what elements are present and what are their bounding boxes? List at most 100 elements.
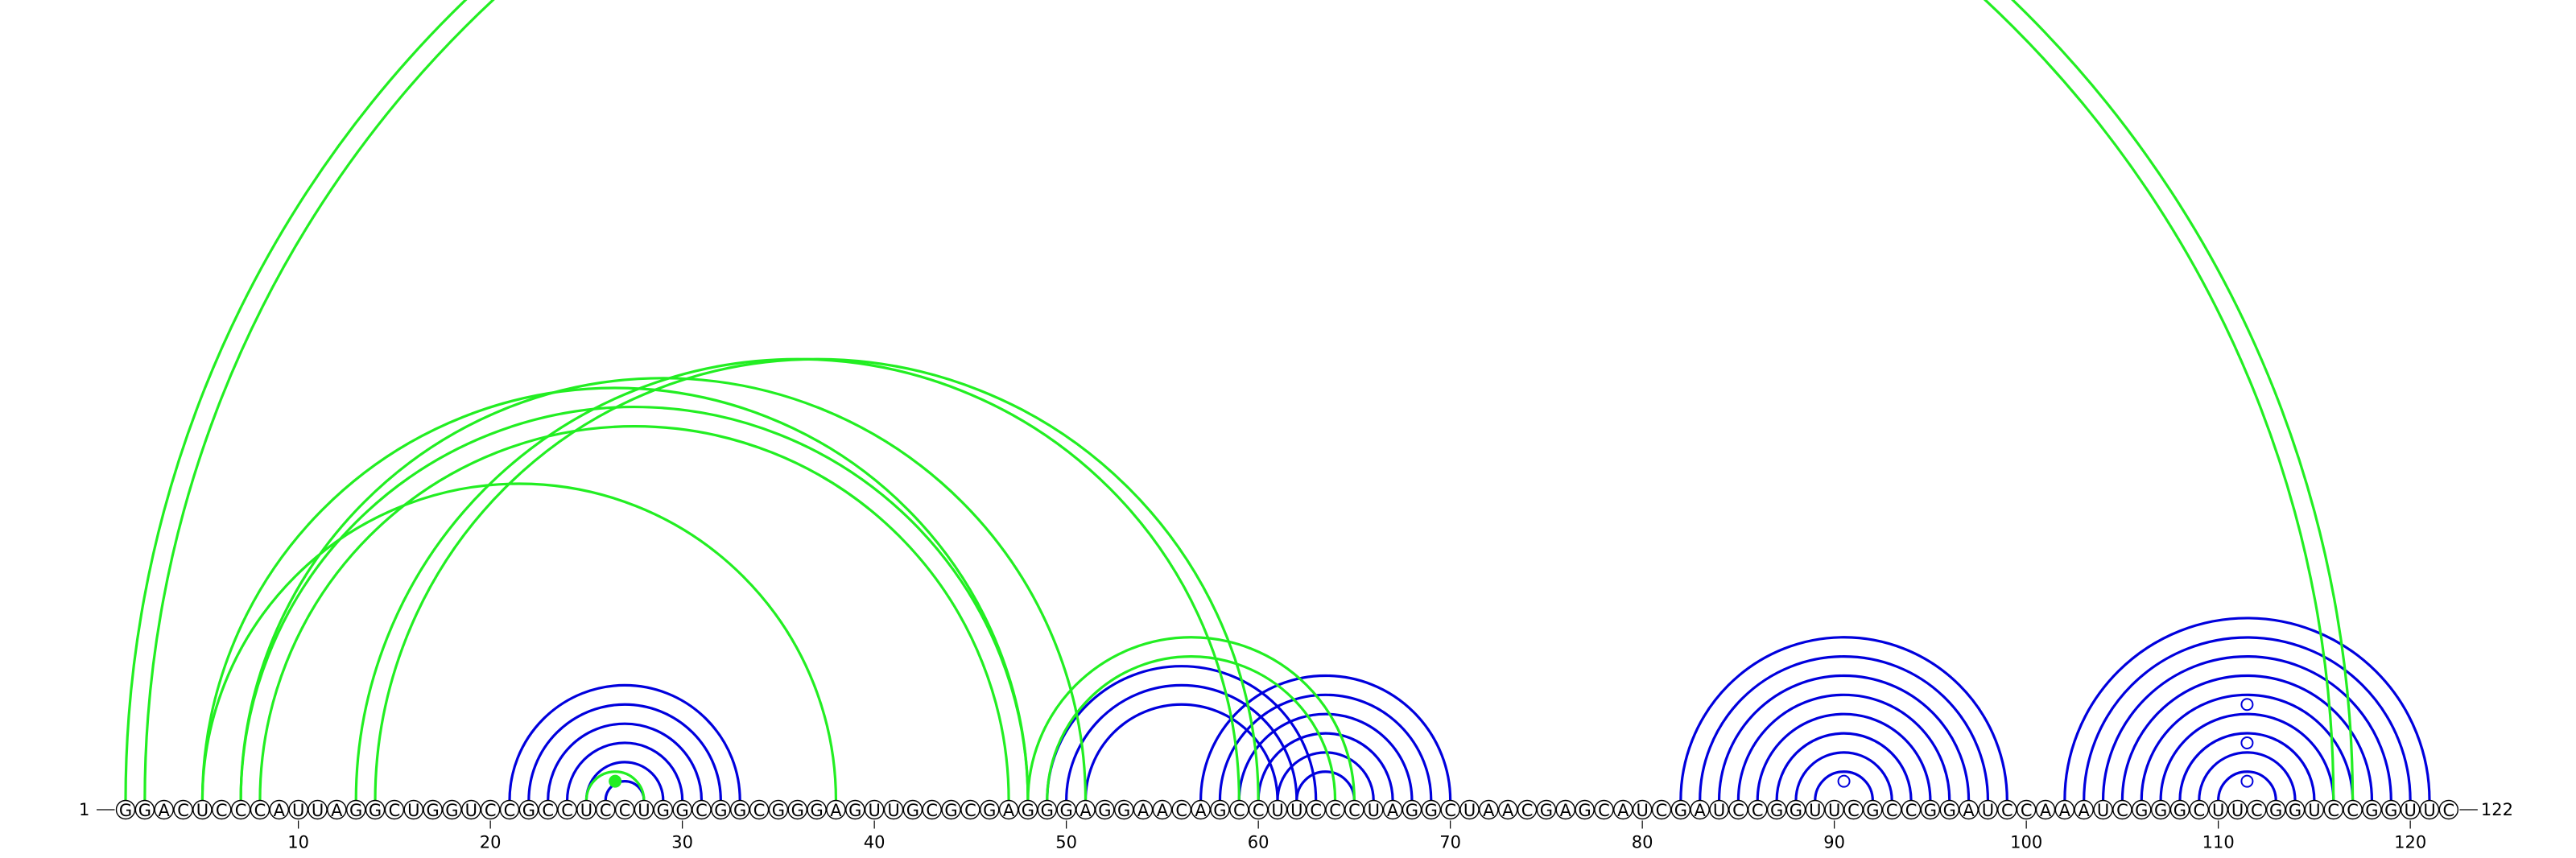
base-pair-arc (2217, 770, 2277, 801)
nucleotide-circle (1748, 799, 1768, 820)
tick-label: 60 (1248, 833, 1269, 852)
nucleotide-letter: G (1425, 801, 1438, 820)
nucleotide-circle (2438, 799, 2459, 820)
nucleotide-letter: U (2423, 801, 2435, 820)
nucleotide: C (230, 799, 251, 820)
nucleotide-letter: C (1886, 801, 1898, 820)
nucleotide: U (1709, 799, 1729, 820)
nucleotide-circle (883, 799, 904, 820)
nucleotide: G (1037, 799, 1058, 820)
nucleotide-circle (2285, 799, 2306, 820)
nucleotide-letter: G (1098, 801, 1111, 820)
nucleotide: C (2323, 799, 2343, 820)
open-marker (2240, 698, 2254, 712)
nucleotide-circle (2132, 799, 2152, 820)
nucleotide: G (653, 799, 673, 820)
nucleotide: A (2035, 799, 2056, 820)
nucleotide-letter: G (1790, 801, 1802, 820)
nucleotide: G (2169, 799, 2190, 820)
nucleotide: G (1113, 799, 1134, 820)
nucleotide-circle (1382, 799, 1403, 820)
nucleotide: G (1766, 799, 1787, 820)
nucleotide: U (403, 799, 423, 820)
nucleotide: C (499, 799, 520, 820)
nucleotide-circle (1248, 799, 1269, 820)
base-pair-arc (508, 683, 741, 801)
nucleotide: G (730, 799, 750, 820)
base-pair-arc (258, 424, 1010, 801)
nucleotide-circle (614, 799, 635, 820)
base-pair-arc (547, 722, 704, 801)
nucleotide-letter: C (1310, 801, 1322, 820)
nucleotide-letter: G (369, 801, 382, 820)
nucleotide-circle (1229, 799, 1249, 820)
start-position-label: 1 (79, 800, 89, 819)
nucleotide: U (864, 799, 885, 820)
arc-group-pseudoknot-7-51 (239, 377, 1088, 801)
nucleotide: A (2054, 799, 2075, 820)
nucleotide: G (980, 799, 1000, 820)
nucleotide-letter: A (1963, 801, 1975, 820)
nucleotide-letter: C (1348, 801, 1360, 820)
nucleotide-circle (384, 799, 405, 820)
nucleotide: A (1959, 799, 1979, 820)
base-pair-arc (1699, 655, 1990, 801)
nucleotide: G (1421, 799, 1442, 820)
base-pair-arc (565, 741, 684, 801)
nucleotide: U (2419, 799, 2440, 820)
nucleotide-letter: C (2116, 801, 2128, 820)
nucleotide-letter: G (1924, 801, 1937, 820)
end-position-label: 122 (2481, 800, 2513, 819)
nucleotide-letter: G (1770, 801, 1783, 820)
tick-label: 120 (2394, 833, 2426, 852)
nucleotide: C (1651, 799, 1672, 820)
nucleotide: G (845, 799, 865, 820)
nucleotide-circle (1651, 799, 1672, 820)
nucleotide-circle (2054, 799, 2075, 820)
nucleotide-letter: C (2251, 801, 2263, 820)
nucleotide: G (2150, 799, 2171, 820)
nucleotide-letter: C (561, 801, 573, 820)
nucleotide: U (2227, 799, 2248, 820)
nucleotide: A (154, 799, 174, 820)
nucleotide: C (691, 799, 712, 820)
base-pair-arc (2178, 732, 2316, 801)
nucleotide-letter: C (1847, 801, 1860, 820)
nucleotide-circle (1920, 799, 1941, 820)
nucleotide: G (365, 799, 386, 820)
nucleotide-letter: G (944, 801, 957, 820)
arc-group-pseudoknot-48-65 (1026, 636, 1356, 801)
tick-label: 70 (1439, 833, 1461, 852)
nucleotide-letter: A (1617, 801, 1629, 820)
nucleotide-letter: G (1060, 801, 1073, 820)
open-marker (1837, 774, 1851, 788)
nucleotide-circle (308, 799, 328, 820)
nucleotide: C (1843, 799, 1864, 820)
nucleotide: U (634, 799, 654, 820)
nucleotide-circle (115, 799, 136, 820)
nucleotide-circle (1171, 799, 1191, 820)
nucleotide-letter: G (2174, 801, 2186, 820)
nucleotide: G (115, 799, 136, 820)
open-marker (2240, 736, 2254, 749)
nucleotide-circle (1594, 799, 1614, 820)
nucleotide-circle (1152, 799, 1173, 820)
nucleotide-letter: C (1598, 801, 1610, 820)
nucleotide-circle (1785, 799, 1806, 820)
nucleotide-letter: U (1463, 801, 1476, 820)
nucleotide-letter: U (1636, 801, 1648, 820)
nucleotide-circle (864, 799, 885, 820)
nucleotide-circle (1018, 799, 1038, 820)
nucleotide: C (250, 799, 270, 820)
nucleotide-circle (2169, 799, 2190, 820)
nucleotide-letter: G (2384, 801, 2397, 820)
nucleotide: A (327, 799, 347, 820)
tick-label: 10 (287, 833, 309, 852)
nucleotide-letter: C (1329, 801, 1341, 820)
nucleotide-letter: G (657, 801, 670, 820)
arc-group-pseudoknot-13-60 (354, 357, 1260, 801)
nucleotide-circle (1440, 799, 1460, 820)
nucleotide-letter: G (522, 801, 535, 820)
nucleotide-letter: U (2231, 801, 2244, 820)
